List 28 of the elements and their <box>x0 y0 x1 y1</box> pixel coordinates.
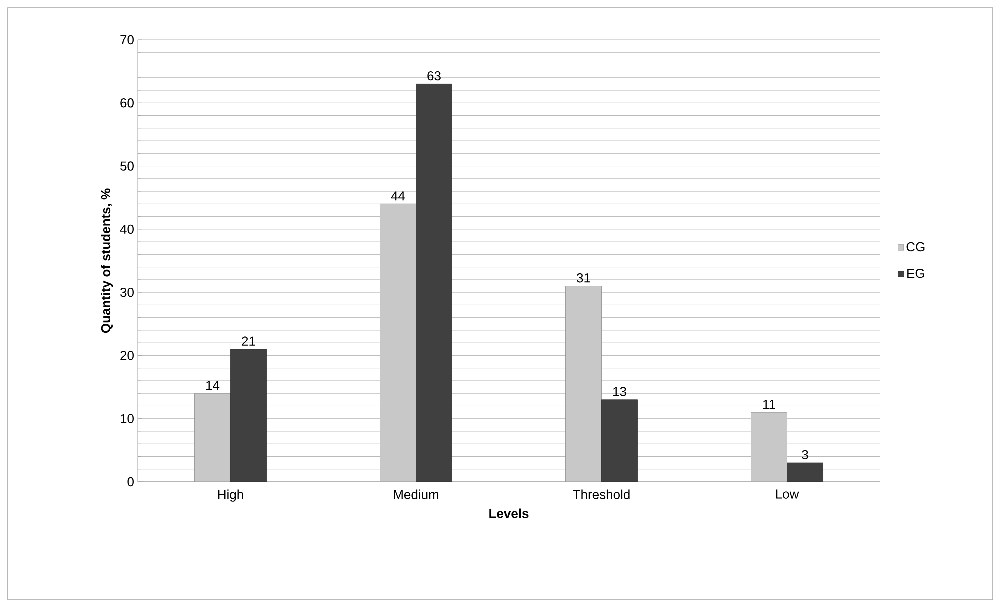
data-label: 3 <box>802 450 808 460</box>
data-label: 21 <box>242 336 256 346</box>
legend-label: EG <box>908 268 924 278</box>
y-tick-label: 40 <box>120 224 134 234</box>
y-tick-label: 10 <box>121 414 134 424</box>
y-tick-label: 30 <box>120 288 134 298</box>
bar <box>230 349 267 482</box>
y-axis-title: Quantity of students, % <box>101 188 114 334</box>
bar <box>416 84 452 482</box>
y-tick-label: 0 <box>128 477 134 487</box>
y-tick-label: 70 <box>120 35 134 45</box>
y-tick-label: 50 <box>120 162 134 171</box>
bar <box>787 462 824 482</box>
legend-label: CG <box>906 242 925 252</box>
bar <box>602 400 638 482</box>
data-label: 63 <box>428 71 441 81</box>
data-label: 14 <box>206 381 220 390</box>
x-axis-title: Levels <box>490 508 529 518</box>
x-tick-label: Low <box>776 490 800 499</box>
data-label: 11 <box>764 400 776 410</box>
y-tick-label: 60 <box>120 98 134 108</box>
x-tick-label: Threshold <box>573 490 630 500</box>
data-label: 13 <box>614 387 626 396</box>
data-label: 31 <box>577 274 590 283</box>
x-tick-label: Medium <box>394 490 439 500</box>
x-tick-label: High <box>218 490 244 502</box>
y-tick-label: 20 <box>120 351 134 360</box>
data-label: 44 <box>391 192 406 201</box>
